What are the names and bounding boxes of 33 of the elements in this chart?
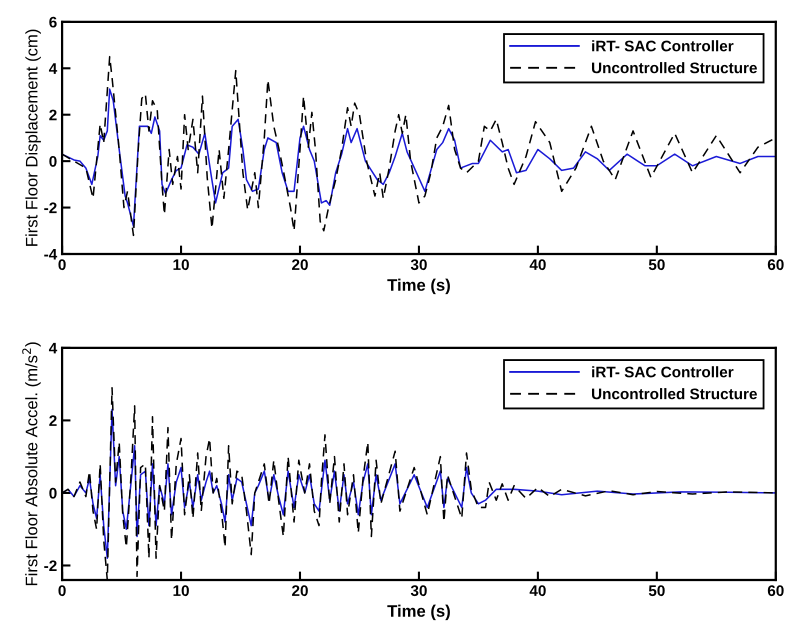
y-tick-label: 4 [48, 63, 58, 74]
y-tick-label: -2 [44, 202, 57, 214]
legend-label: Uncontrolled Structure [592, 62, 757, 74]
x-tick-label: 40 [530, 259, 546, 270]
x-tick-label: 30 [410, 259, 427, 270]
legend-label: Uncontrolled Structure [592, 388, 757, 400]
x-tick-label: 40 [530, 585, 546, 596]
line-series [62, 88, 776, 227]
y-tick-label: 0 [49, 488, 57, 499]
x-tick-label: 10 [174, 259, 189, 270]
x-tick-label: 60 [768, 259, 784, 270]
x-axis-title: Time (s) [387, 278, 450, 294]
x-axis-title: Time (s) [387, 604, 450, 620]
x-tick-label: 20 [292, 259, 308, 270]
y-tick-label: -4 [44, 249, 58, 260]
y-axis-title: First Floor Absolute Accel. (m/s$^{2}$) [22, 342, 41, 586]
x-tick-label: 30 [410, 585, 427, 596]
x-tick-label: 60 [768, 585, 784, 596]
y-axis-title: First Floor Displacement (cm) [25, 30, 41, 246]
legend-label: iRT- SAC Controller [592, 366, 734, 378]
x-tick-label: 0 [58, 259, 66, 270]
x-tick-label: 50 [648, 259, 665, 270]
y-tick-label: 6 [49, 16, 57, 28]
legend-label: iRT- SAC Controller [592, 40, 734, 52]
x-tick-label: 20 [292, 585, 308, 596]
y-tick-label: -2 [44, 560, 57, 572]
y-tick-label: 4 [48, 342, 58, 354]
y-tick-label: 2 [49, 110, 57, 120]
y-tick-label: 2 [49, 415, 57, 426]
y-tick-label: 0 [49, 156, 57, 167]
x-tick-label: 0 [58, 585, 66, 596]
x-tick-label: 50 [648, 585, 665, 596]
x-tick-label: 10 [174, 585, 189, 596]
